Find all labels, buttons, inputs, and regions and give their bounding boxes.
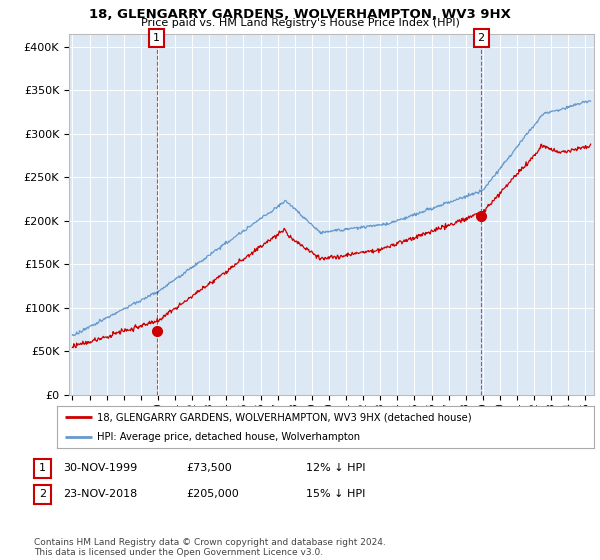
Text: £73,500: £73,500 xyxy=(186,463,232,473)
Text: 23-NOV-2018: 23-NOV-2018 xyxy=(63,489,137,499)
Text: 18, GLENGARRY GARDENS, WOLVERHAMPTON, WV3 9HX (detached house): 18, GLENGARRY GARDENS, WOLVERHAMPTON, WV… xyxy=(97,412,472,422)
Text: Contains HM Land Registry data © Crown copyright and database right 2024.
This d: Contains HM Land Registry data © Crown c… xyxy=(34,538,386,557)
Text: 30-NOV-1999: 30-NOV-1999 xyxy=(63,463,137,473)
Text: 1: 1 xyxy=(39,463,46,473)
Text: Price paid vs. HM Land Registry's House Price Index (HPI): Price paid vs. HM Land Registry's House … xyxy=(140,18,460,29)
Text: £205,000: £205,000 xyxy=(186,489,239,499)
Text: 2: 2 xyxy=(39,489,46,500)
Text: 15% ↓ HPI: 15% ↓ HPI xyxy=(306,489,365,499)
Text: 1: 1 xyxy=(153,33,160,43)
Text: 12% ↓ HPI: 12% ↓ HPI xyxy=(306,463,365,473)
Text: HPI: Average price, detached house, Wolverhampton: HPI: Average price, detached house, Wolv… xyxy=(97,432,361,442)
Text: 18, GLENGARRY GARDENS, WOLVERHAMPTON, WV3 9HX: 18, GLENGARRY GARDENS, WOLVERHAMPTON, WV… xyxy=(89,8,511,21)
Text: 2: 2 xyxy=(478,33,485,43)
